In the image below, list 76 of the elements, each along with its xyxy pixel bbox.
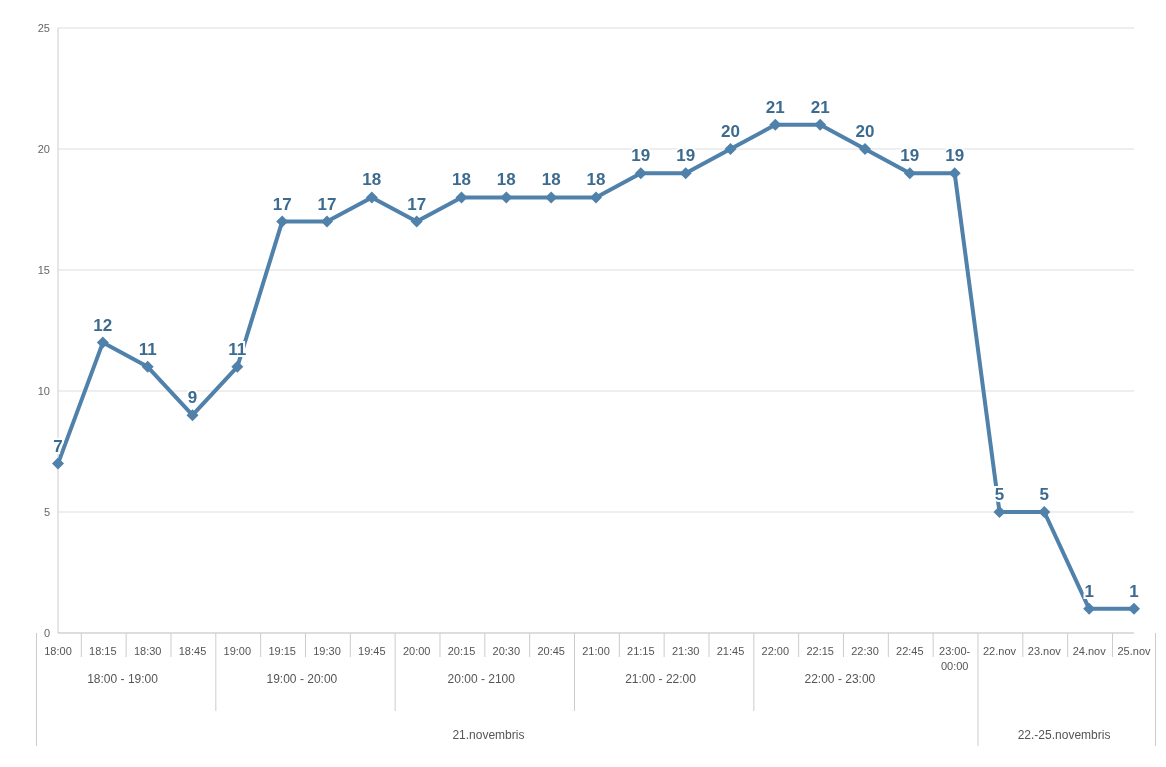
x-tick-label: 20:30 [492, 645, 521, 657]
data-label: 18 [362, 170, 382, 190]
text: 22:00 - 23:00 [804, 672, 876, 686]
text: 20:00 - 2100 [447, 672, 516, 686]
y-tick-label: 0 [43, 626, 50, 639]
y-tick-label: 15 [37, 263, 50, 276]
data-label: 18 [541, 170, 561, 190]
point [634, 167, 647, 180]
data-label: 18 [586, 170, 606, 190]
data-label: 19 [676, 146, 696, 166]
data-label: 17 [317, 194, 337, 214]
text: 21.novembris [452, 728, 525, 742]
x-tick-label: 22:45 [896, 645, 924, 657]
x-tick-label: 20:45 [537, 645, 565, 657]
point [231, 360, 244, 373]
data-label: 17 [272, 194, 292, 214]
x-tick-label: 19:30 [313, 645, 341, 657]
y-tick-label: 25 [37, 21, 50, 34]
data-label: 9 [187, 388, 198, 408]
point [141, 360, 154, 373]
data-label: 19 [900, 146, 920, 166]
x-tick-label: 21:15 [627, 645, 655, 657]
text: 21:00 - 22:00 [625, 672, 697, 686]
x-tick-label: 22:15 [806, 645, 834, 657]
x-tick-label: 22:00 [761, 645, 790, 657]
point [52, 457, 64, 470]
x-tick-label: 19:00 [223, 645, 252, 657]
data-label: 11 [138, 339, 157, 359]
data-label: 17 [407, 194, 427, 214]
data-label: 12 [93, 315, 113, 335]
x-tick-label: 25.nov [1117, 645, 1152, 657]
text: 18:00 - 19:00 [87, 672, 159, 686]
point [814, 118, 827, 131]
x-tick-label: 23.nov [1027, 645, 1062, 657]
data-label: 1 [1084, 581, 1094, 601]
x-tick-label: 18:45 [178, 645, 207, 657]
x-tick-label: 18:30 [133, 645, 162, 657]
point [410, 215, 423, 228]
point [724, 143, 737, 155]
x-tick-label: 22.nov [982, 645, 1017, 657]
x-tick-label: 24.nov [1072, 645, 1107, 657]
point [859, 143, 871, 155]
data-label: 20 [855, 122, 875, 141]
data-label: 19 [631, 146, 651, 166]
text: 19:00 - 20:00 [266, 672, 338, 686]
text: 22.-25.novembris [1017, 728, 1111, 742]
point [590, 191, 602, 204]
x-tick-label: 18:15 [89, 645, 117, 657]
y-tick-label: 5 [43, 505, 50, 518]
point [903, 167, 916, 180]
point [365, 191, 378, 204]
y-tick-label: 20 [37, 142, 50, 155]
x-tick-label: 19:45 [358, 645, 386, 657]
data-label: 21 [765, 97, 785, 117]
data-label: 19 [945, 146, 965, 166]
x-tick-label: 23:00-00:00 [939, 645, 971, 672]
x-tick-label: 21:30 [671, 645, 700, 657]
x-tick-label: 22:30 [851, 645, 879, 657]
point [1128, 602, 1140, 615]
point [321, 215, 333, 228]
data-label: 18 [452, 170, 471, 190]
x-tick-label: 21:00 [582, 645, 610, 657]
data-label: 21 [810, 97, 830, 117]
data-label: 7 [53, 436, 63, 456]
data-label: 20 [721, 122, 740, 141]
x-tick-label: 20:15 [447, 645, 476, 657]
x-tick-label: 18:00 [44, 645, 72, 657]
x-tick-label: 20:00 [402, 645, 431, 657]
x-tick-label: 21:45 [716, 645, 745, 657]
point [96, 336, 109, 349]
y-tick-label: 10 [37, 384, 50, 397]
x-tick-label: 19:15 [268, 645, 296, 657]
point [186, 409, 199, 422]
data-label: 1 [1129, 581, 1139, 601]
data-label: 18 [496, 170, 516, 190]
data-label: 5 [1039, 485, 1050, 504]
